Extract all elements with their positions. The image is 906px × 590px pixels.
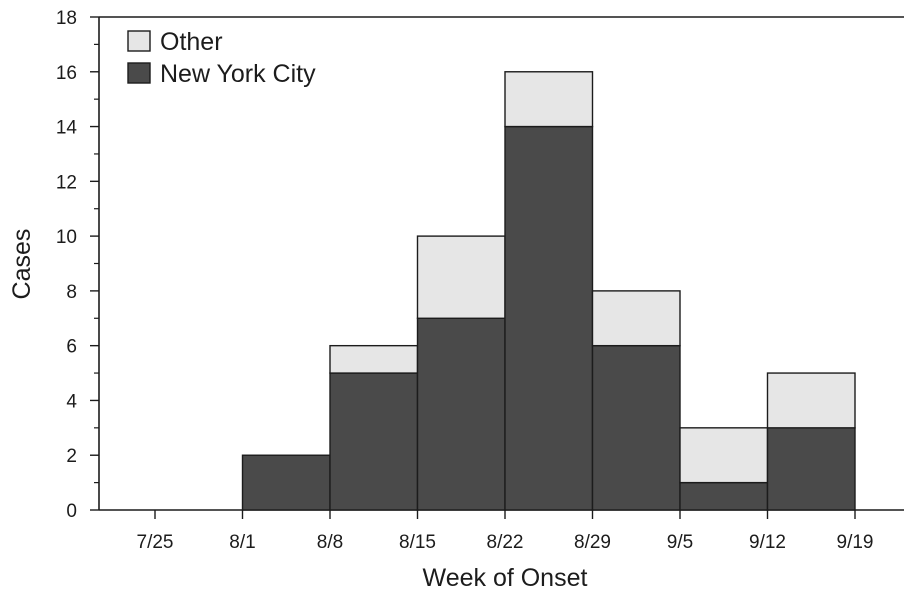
x-tick-label: 8/8	[317, 532, 343, 553]
y-tick-label: 4	[66, 391, 77, 412]
y-tick-label: 0	[66, 501, 77, 522]
y-tick-label: 12	[56, 172, 77, 193]
x-tick-label: 8/22	[487, 532, 524, 553]
bar-other	[329, 344, 419, 374]
x-tick-label: 9/5	[667, 532, 693, 553]
bar-new-york-city	[591, 344, 681, 511]
y-axis: 0 2 4 6 8 10 12 14 16 18	[56, 8, 99, 522]
y-axis-title: Cases	[8, 229, 36, 300]
legend-label-other: Other	[160, 28, 223, 56]
y-tick-label: 8	[66, 282, 77, 303]
bar-other	[679, 427, 769, 484]
x-tick-label: 9/19	[837, 532, 874, 553]
x-axis-title: Week of Onset	[423, 564, 588, 590]
bar-other	[591, 290, 681, 347]
bar-new-york-city	[504, 125, 594, 511]
bar-new-york-city	[241, 454, 331, 511]
x-tick-label: 7/25	[137, 532, 174, 553]
bar-other	[504, 71, 594, 128]
x-tick-label: 8/29	[574, 532, 611, 553]
y-tick-label: 16	[56, 63, 77, 84]
bar-new-york-city	[766, 427, 856, 511]
y-tick-label: 18	[56, 8, 77, 29]
bar-other	[416, 235, 506, 319]
y-tick-label: 2	[66, 446, 77, 467]
legend: Other New York City	[127, 28, 316, 88]
bar-new-york-city	[416, 317, 506, 511]
legend-swatch-new-york-city	[127, 62, 151, 84]
y-tick-label: 14	[56, 118, 78, 139]
x-tick-label: 9/12	[749, 532, 786, 553]
x-tick-label: 8/1	[229, 532, 255, 553]
bars	[241, 71, 856, 511]
bar-new-york-city	[329, 372, 419, 511]
x-tick-label: 8/15	[399, 532, 436, 553]
y-tick-label: 6	[66, 337, 77, 358]
legend-label-new-york-city: New York City	[160, 60, 316, 88]
y-tick-label: 10	[56, 227, 77, 248]
bar-other	[766, 372, 856, 429]
x-axis: 7/25 8/1 8/8 8/15 8/22 8/29 9/5 9/12 9/19	[137, 510, 874, 553]
bar-new-york-city	[679, 481, 769, 511]
legend-swatch-other	[127, 30, 151, 52]
